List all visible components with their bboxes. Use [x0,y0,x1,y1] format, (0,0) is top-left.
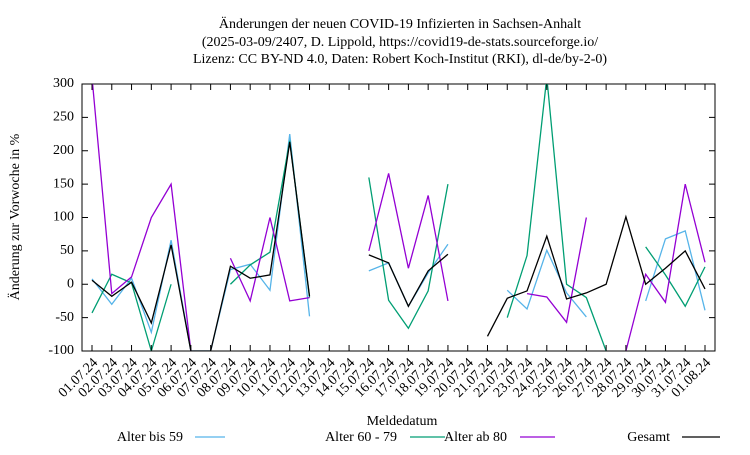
chart-title: Änderungen der neuen COVID-19 Infizierte… [219,15,581,32]
y-tick-label: 200 [53,143,74,158]
series-line [91,141,706,351]
legend-label: Alter 60 - 79 [325,430,397,445]
y-tick-label: 300 [53,76,74,91]
y-tick-label: 0 [67,276,74,291]
chart-subtitle: (2025-03-09/2407, D. Lippold, https://co… [202,35,598,50]
y-axis-label: Änderung zur Vorwoche in % [6,133,23,300]
chart-subtitle: Lizenz: CC BY-ND 4.0, Daten: Robert Koch… [193,52,607,67]
y-tick-label: 50 [60,243,74,258]
plot-frame [81,83,716,352]
y-tick-label: 100 [53,210,74,225]
legend-label: Alter bis 59 [117,430,183,445]
y-tick-label: 150 [53,176,74,191]
y-tick-label: -50 [55,310,74,325]
plot-area [91,84,706,351]
series-line [91,84,706,351]
series-line [91,133,706,351]
legend-label: Alter ab 80 [444,430,507,445]
y-tick-label: 250 [53,110,74,125]
legend-label: Gesamt [627,430,670,445]
x-axis-label: Meldedatum [367,414,438,429]
y-tick-label: -100 [48,343,74,358]
